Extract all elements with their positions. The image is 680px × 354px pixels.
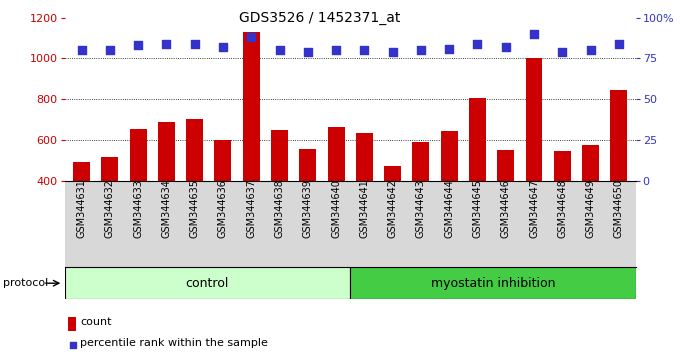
- Bar: [526, 58, 543, 262]
- Text: percentile rank within the sample: percentile rank within the sample: [80, 338, 268, 348]
- Point: [161, 41, 172, 47]
- Bar: [130, 129, 147, 262]
- Point: [274, 47, 285, 53]
- Bar: [65, 267, 350, 299]
- Bar: [611, 90, 628, 262]
- Bar: [469, 98, 486, 262]
- Bar: [328, 127, 345, 262]
- Point: [189, 41, 200, 47]
- Point: [500, 44, 511, 50]
- Text: myostatin inhibition: myostatin inhibition: [430, 277, 556, 290]
- Point: [330, 47, 341, 53]
- Bar: [101, 157, 118, 262]
- Bar: [271, 130, 288, 262]
- Point: [133, 42, 143, 48]
- Text: protocol: protocol: [3, 278, 49, 288]
- Bar: [350, 267, 636, 299]
- Bar: [441, 131, 458, 262]
- Bar: [299, 149, 316, 262]
- Bar: [384, 166, 401, 262]
- Bar: [497, 150, 514, 262]
- Point: [613, 41, 624, 47]
- Bar: [554, 151, 571, 262]
- Point: [76, 47, 87, 53]
- Point: [105, 47, 116, 53]
- Point: [303, 49, 313, 55]
- Text: control: control: [186, 277, 229, 290]
- Bar: [243, 32, 260, 262]
- Point: [528, 31, 539, 37]
- Text: count: count: [80, 317, 112, 327]
- Point: [147, 305, 158, 310]
- Bar: [214, 140, 231, 262]
- Point: [218, 44, 228, 50]
- Point: [359, 47, 370, 53]
- Bar: [186, 119, 203, 262]
- Point: [415, 47, 426, 53]
- Text: GDS3526 / 1452371_at: GDS3526 / 1452371_at: [239, 11, 401, 25]
- Point: [387, 49, 398, 55]
- Point: [245, 34, 256, 40]
- Bar: [158, 121, 175, 262]
- Bar: [582, 145, 599, 262]
- Point: [444, 46, 455, 51]
- Bar: [73, 162, 90, 262]
- Bar: [356, 133, 373, 262]
- Point: [472, 41, 483, 47]
- Point: [585, 47, 596, 53]
- Bar: [412, 142, 429, 262]
- Point: [557, 49, 568, 55]
